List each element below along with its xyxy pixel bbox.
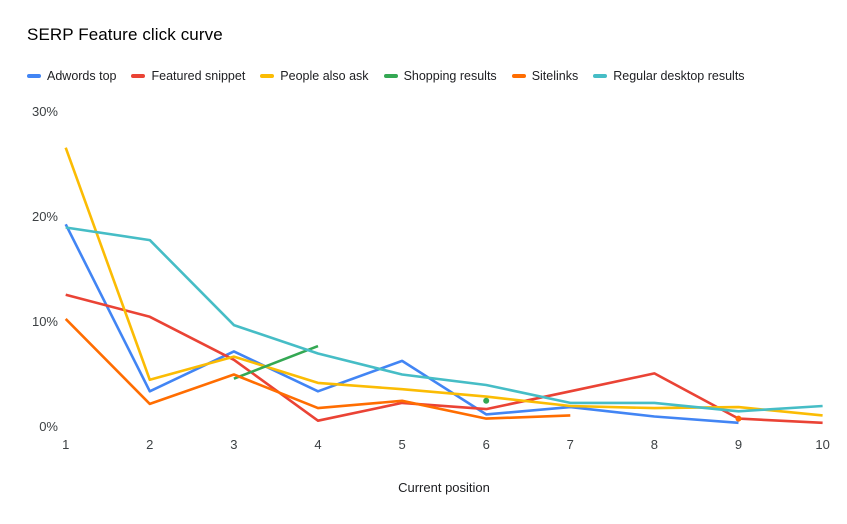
series-line-shopping-results xyxy=(233,344,319,380)
series-line-sitelinks xyxy=(64,317,571,420)
x-tick-label: 5 xyxy=(398,437,406,452)
x-tick-label: 3 xyxy=(230,437,238,452)
legend-item-shopping-results[interactable]: Shopping results xyxy=(383,69,497,83)
legend-item-featured-snippet[interactable]: Featured snippet xyxy=(131,69,245,83)
legend-label: People also ask xyxy=(280,69,369,83)
x-tick-label: 8 xyxy=(650,437,658,452)
x-tick-label: 2 xyxy=(146,437,154,452)
legend-swatch-icon xyxy=(27,74,41,78)
series-line-featured-snippet xyxy=(65,293,823,425)
chart-title: SERP Feature click curve xyxy=(27,25,223,44)
x-tick-label: 7 xyxy=(566,437,574,452)
legend-swatch-icon xyxy=(593,74,608,78)
legend-swatch-icon xyxy=(511,74,526,78)
legend-label: Featured snippet xyxy=(151,69,246,83)
x-tick-label: 9 xyxy=(734,437,743,452)
legend-item-sitelinks[interactable]: Sitelinks xyxy=(511,69,579,83)
series-point-sitelinks xyxy=(735,415,742,422)
x-axis-title: Current position xyxy=(398,480,490,495)
series-line-people-also-ask xyxy=(64,147,823,417)
series-line-regular-desktop-results xyxy=(65,226,823,413)
series-line-adwords-top xyxy=(64,223,739,425)
x-tick-label: 1 xyxy=(62,437,70,452)
legend-item-people-also-ask[interactable]: People also ask xyxy=(260,69,369,83)
y-tick-label: 20% xyxy=(31,209,58,224)
legend: Adwords top Featured snippet People also a… xyxy=(27,67,745,85)
legend-swatch-icon xyxy=(383,74,398,78)
x-tick-label: 10 xyxy=(815,437,830,452)
y-tick-label: 0% xyxy=(39,419,58,434)
x-tick-label: 6 xyxy=(482,437,490,452)
legend-item-adwords-top[interactable]: Adwords top xyxy=(27,69,116,83)
legend-label: Sitelinks xyxy=(531,69,579,83)
legend-swatch-icon xyxy=(131,74,146,78)
legend-label: Regular desktop results xyxy=(613,69,745,83)
legend-label: Shopping results xyxy=(403,69,497,83)
x-tick-label: 4 xyxy=(314,437,322,452)
legend-label: Adwords top xyxy=(47,69,117,83)
y-tick-label: 30% xyxy=(31,104,58,119)
legend-item-regular-desktop-results[interactable]: Regular desktop results xyxy=(593,69,745,83)
series-point-shopping-results xyxy=(483,397,490,404)
y-tick-label: 10% xyxy=(31,314,58,329)
legend-swatch-icon xyxy=(260,74,275,78)
